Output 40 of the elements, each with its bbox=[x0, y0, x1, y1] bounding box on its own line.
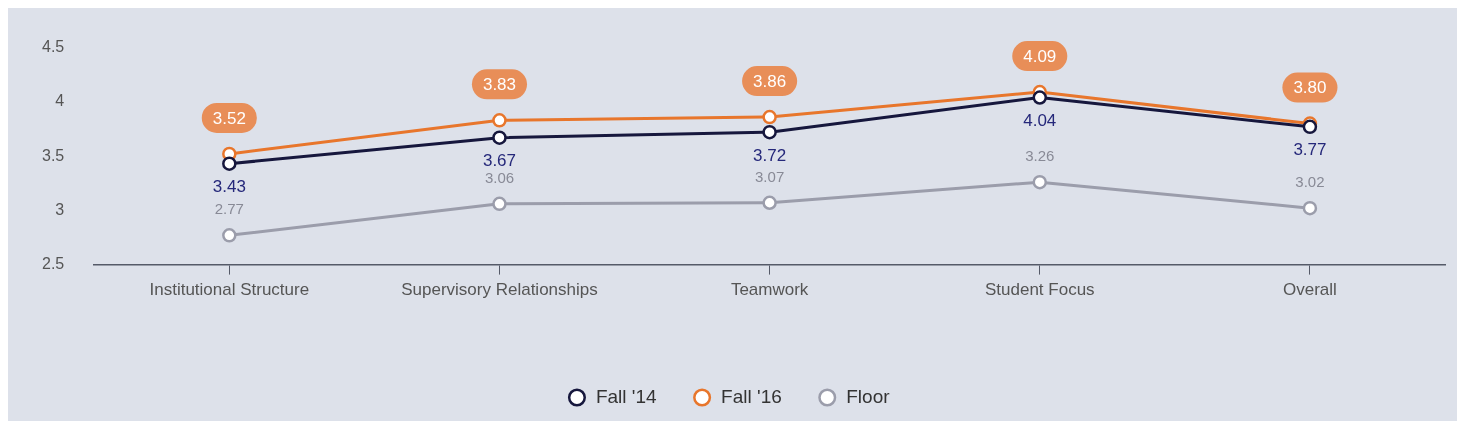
data-label: 4.09 bbox=[1023, 46, 1057, 66]
point bbox=[1302, 119, 1318, 135]
data-label: 3.26 bbox=[1025, 147, 1055, 165]
data-label: 3.07 bbox=[755, 167, 785, 185]
data-label: 3.06 bbox=[484, 168, 515, 186]
data-label: 3.52 bbox=[212, 108, 246, 128]
legend-label: Fall '16 bbox=[721, 385, 782, 407]
point bbox=[762, 109, 777, 125]
point bbox=[1302, 200, 1318, 216]
data-label: 3.77 bbox=[1293, 140, 1327, 160]
data-label: 4.04 bbox=[1023, 111, 1057, 131]
point bbox=[1032, 174, 1048, 190]
data-label: 3.02 bbox=[1295, 173, 1325, 191]
point bbox=[222, 156, 237, 171]
data-label: 3.86 bbox=[753, 71, 787, 91]
y-tick-label: 4 bbox=[55, 92, 65, 110]
legend-label: Fall '14 bbox=[595, 385, 658, 407]
y-tick-label: 3 bbox=[55, 200, 65, 218]
data-label: 2.77 bbox=[214, 200, 244, 218]
x-tick-label: Institutional Structure bbox=[149, 280, 310, 300]
point bbox=[1032, 90, 1048, 105]
point bbox=[222, 228, 237, 243]
data-label: 3.72 bbox=[753, 145, 787, 165]
data-label: 3.67 bbox=[482, 151, 517, 171]
point bbox=[492, 130, 507, 145]
point bbox=[492, 113, 507, 128]
y-tick-label: 3.5 bbox=[41, 146, 65, 164]
y-tick-label: 4.5 bbox=[41, 38, 65, 56]
x-tick-label: Teamwork bbox=[730, 280, 809, 300]
x-tick-label: Overall bbox=[1282, 280, 1337, 300]
x-tick-label: Student Focus bbox=[984, 280, 1095, 300]
point bbox=[762, 195, 777, 211]
legend-label: Floor bbox=[846, 385, 891, 407]
point bbox=[492, 196, 507, 212]
data-label: 3.43 bbox=[212, 177, 246, 197]
data-label: 3.83 bbox=[482, 74, 517, 94]
x-tick-label: Supervisory Relationships bbox=[401, 280, 598, 300]
point bbox=[762, 124, 777, 140]
y-tick-label: 2.5 bbox=[41, 255, 65, 273]
data-label: 3.80 bbox=[1293, 78, 1327, 98]
